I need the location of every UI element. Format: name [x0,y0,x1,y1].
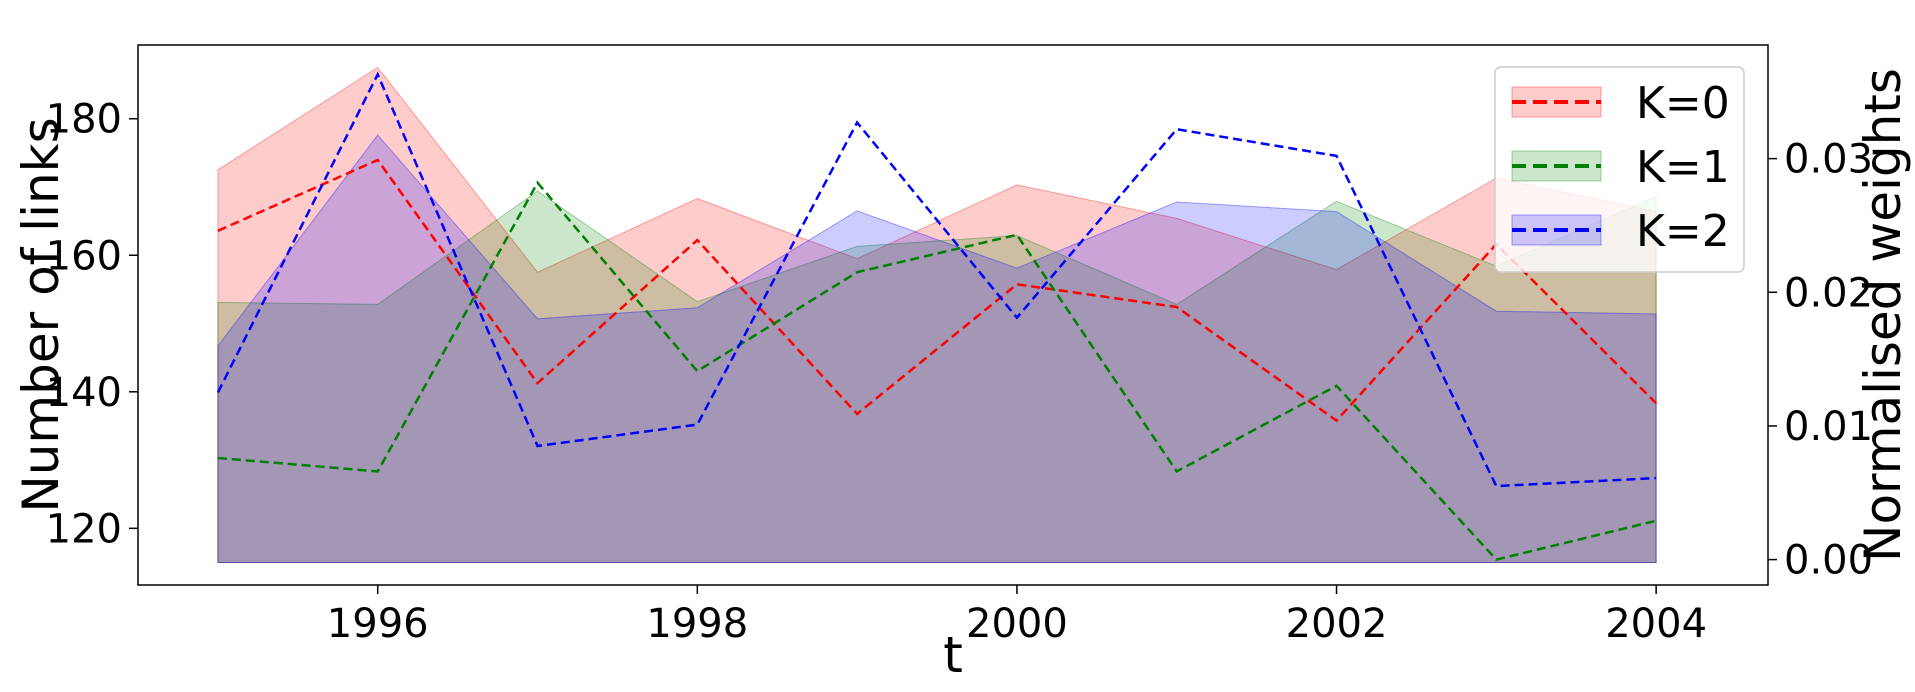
y2-tick-label: 0.02 [1784,270,1873,316]
legend-label-k-2: K=2 [1636,206,1730,257]
y-tick-label: 120 [46,506,122,552]
line-k-0 [217,158,1657,423]
lines-layer [216,71,1657,561]
band-k-0 [217,66,1657,563]
x-tick-label: 1996 [327,601,429,647]
line-k-1 [217,180,1657,561]
y2-tick-label: 0.00 [1784,538,1873,584]
y2-tick-label: 0.03 [1784,137,1873,183]
x-axis: 1996 1998 2000 2002 2004 [327,585,1707,647]
x-tick-label: 2002 [1286,601,1388,647]
y-axis-right: 0.00 0.01 0.02 0.03 [1768,137,1873,584]
bands-layer [217,66,1657,563]
line-k-2 [216,71,1657,488]
x-tick-label: 1998 [646,601,748,647]
legend-label-k-0: K=0 [1636,78,1730,129]
y-tick-label: 160 [46,233,122,279]
y-tick-label: 140 [46,370,122,416]
x-tick-label: 2000 [966,601,1068,647]
plot-frame [137,44,1769,586]
legend-label-k-1: K=1 [1636,142,1730,193]
y-tick-label: 180 [46,97,122,143]
y2-axis-label: Normalised weights [1854,68,1912,562]
x-tick-label: 2004 [1605,601,1707,647]
x-axis-label: t [943,626,963,684]
y2-tick-label: 0.01 [1784,404,1873,450]
legend: K=0 K=1 K=2 [1494,66,1745,273]
band-k-1 [217,190,1657,563]
legend-box [1494,66,1745,273]
y-axis-label: Number of links [12,117,70,512]
y-axis-left: 120 140 160 180 [46,97,138,552]
